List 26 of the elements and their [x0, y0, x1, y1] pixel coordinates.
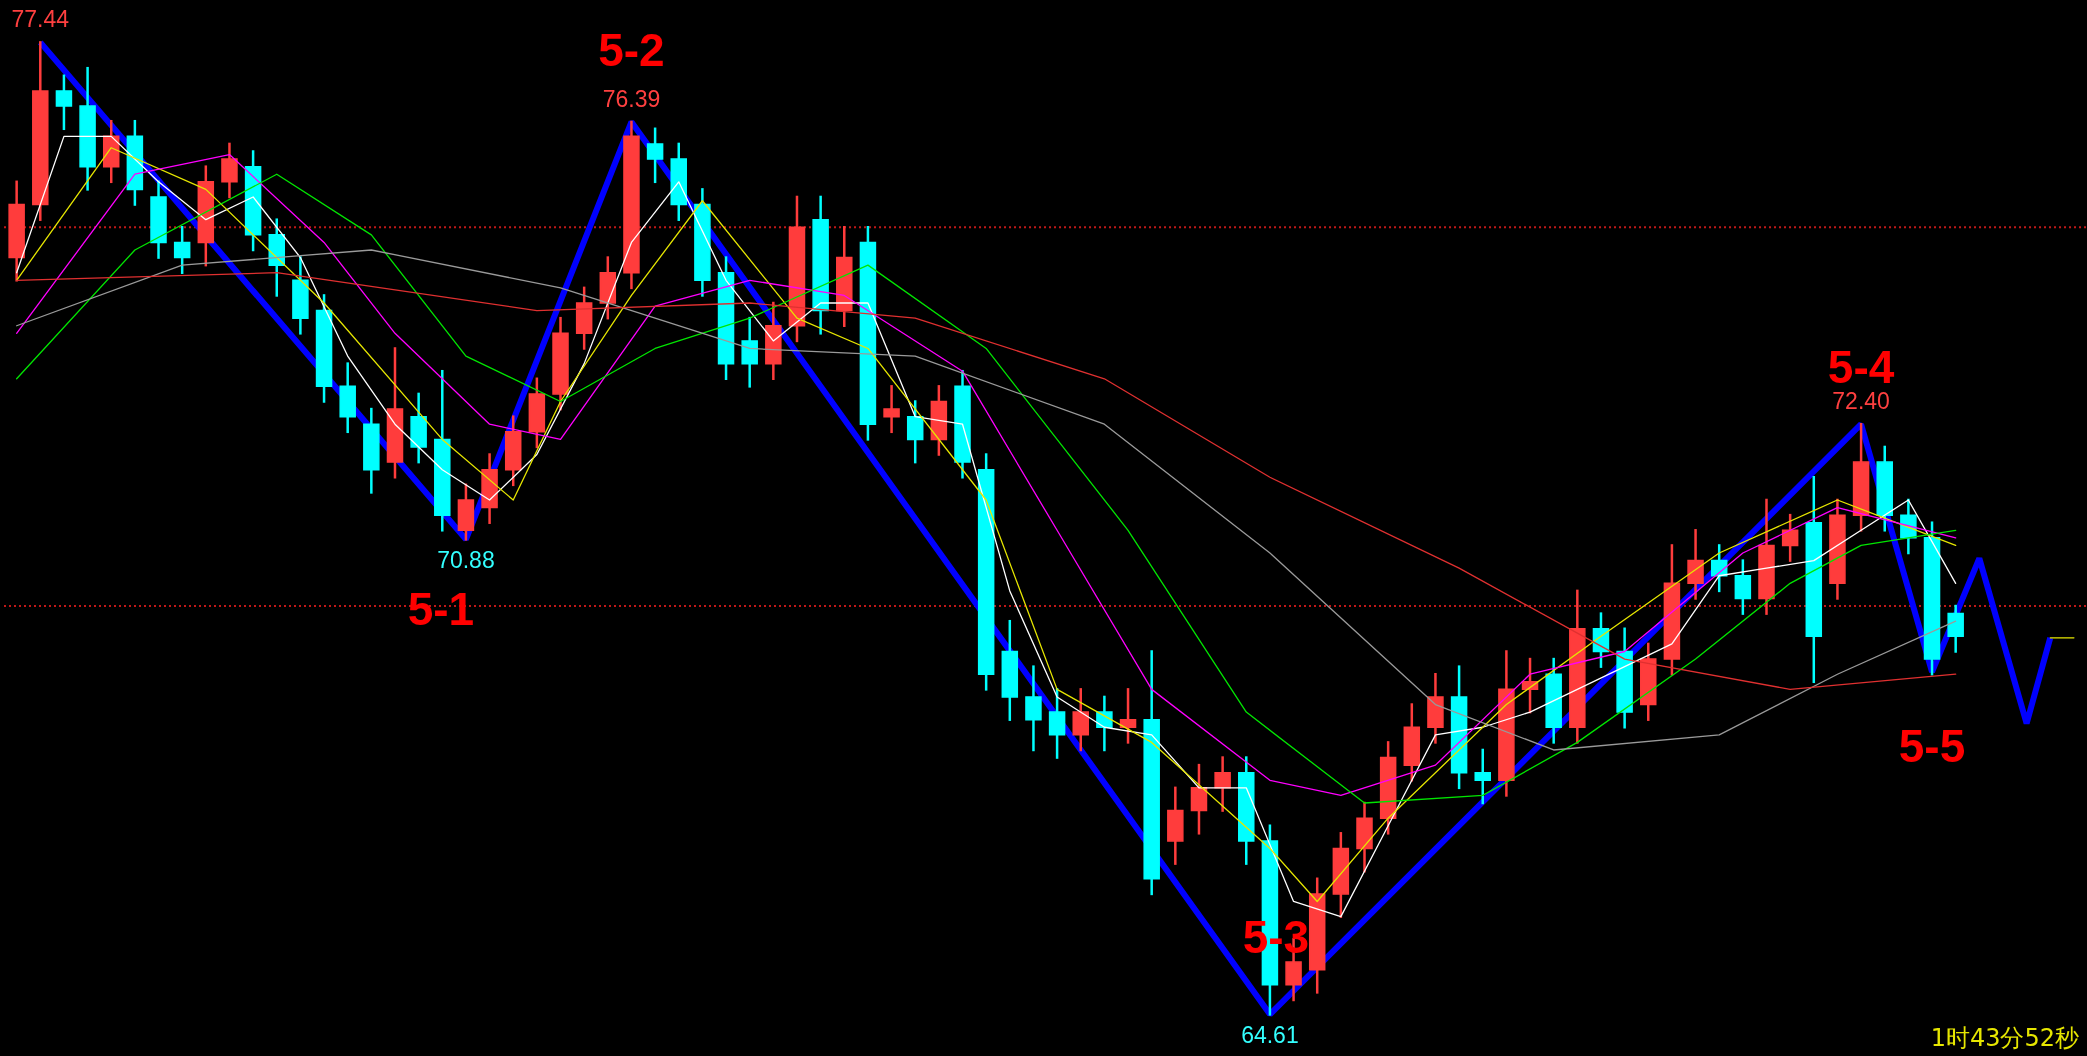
candlestick — [646, 127, 664, 184]
candlestick — [173, 226, 191, 274]
annotation: 5-5 — [1898, 719, 1966, 772]
candlestick — [1048, 688, 1066, 759]
candlestick — [55, 74, 73, 131]
candlestick — [1214, 756, 1231, 812]
candlestick — [883, 385, 900, 434]
candlestick — [1119, 688, 1137, 744]
annotation: 64.61 — [1241, 1022, 1299, 1049]
candlestick — [221, 142, 238, 199]
annotation: 72.40 — [1832, 388, 1890, 415]
candlestick — [1947, 604, 1964, 653]
annotation: 1时43分52秒 — [1930, 1024, 2079, 1052]
candlestick — [1474, 748, 1491, 805]
annotation: 5-2 — [598, 23, 665, 76]
annotation: 76.39 — [602, 85, 661, 112]
candlestick — [1687, 529, 1704, 600]
annotation: 5-1 — [407, 583, 475, 636]
candlestick — [741, 316, 758, 388]
annotation: 70.88 — [437, 547, 495, 574]
candlestick — [1025, 665, 1042, 752]
candlestick — [1734, 559, 1752, 615]
candlestick — [1190, 763, 1208, 835]
candlestick — [1072, 688, 1089, 752]
candlestick — [906, 400, 924, 464]
annotation: 77.44 — [11, 6, 70, 33]
